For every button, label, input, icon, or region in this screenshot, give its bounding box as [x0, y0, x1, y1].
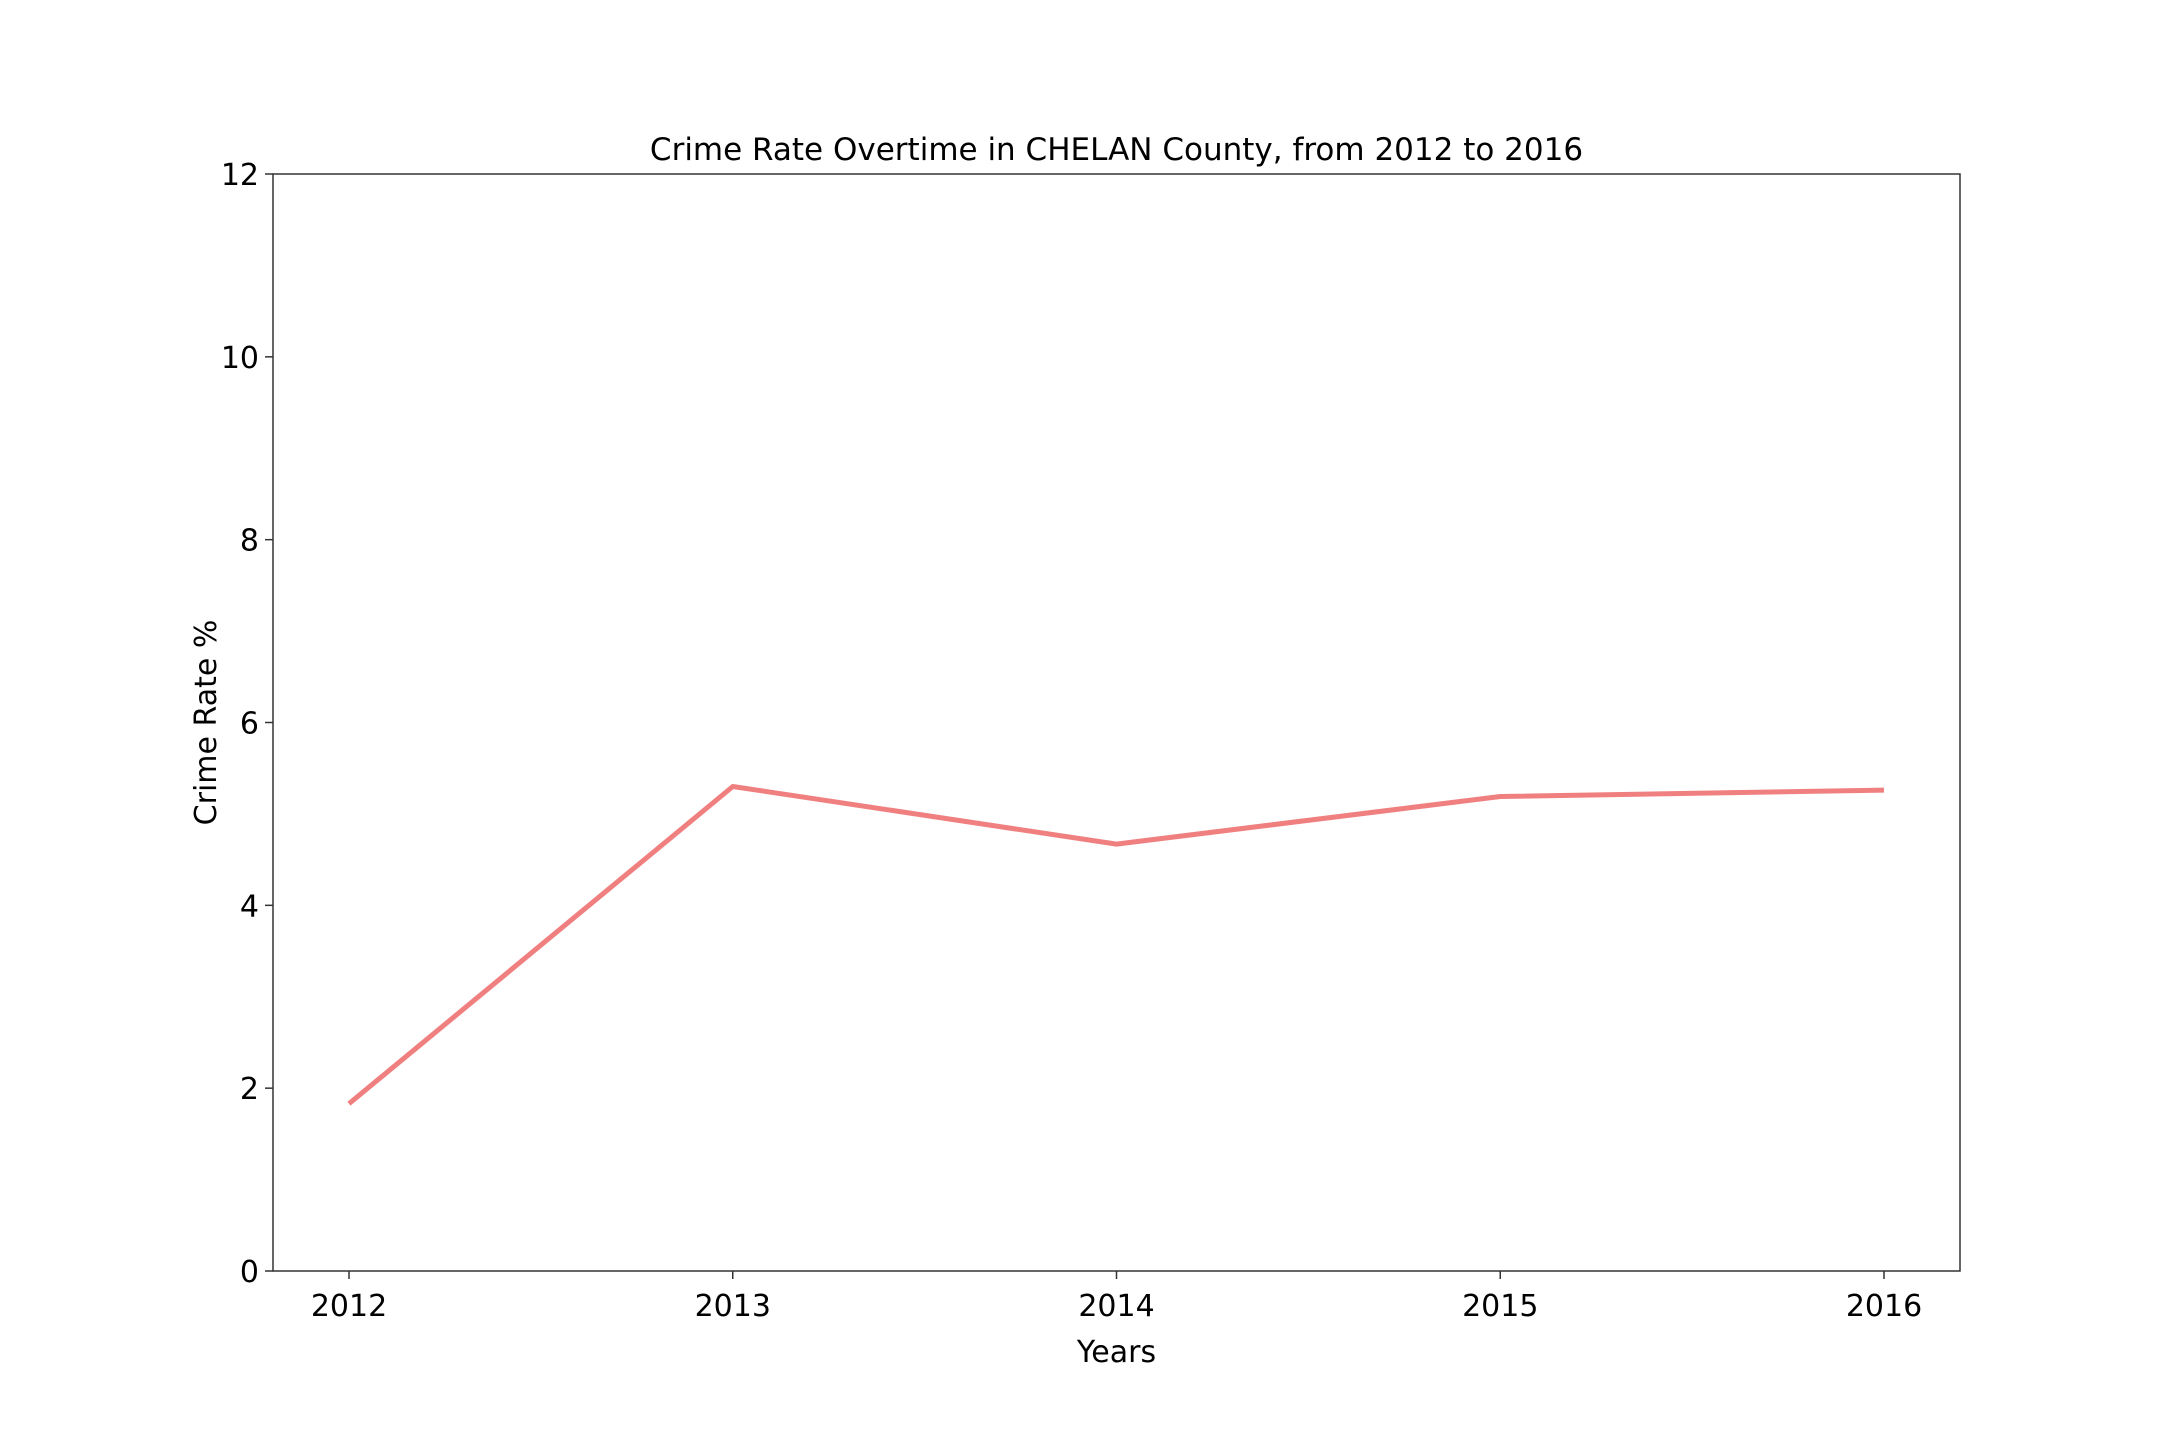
- x-tick-label-2016: 2016: [1846, 1289, 1922, 1324]
- y-tick-label-2: 2: [240, 1072, 259, 1107]
- x-tick-label-2013: 2013: [695, 1289, 771, 1324]
- series-line-0: [347, 784, 1885, 1106]
- axes-frame: [272, 173, 1961, 1272]
- y-tick-label-8: 8: [240, 524, 259, 559]
- y-tick-label-6: 6: [240, 707, 259, 742]
- x-axis-label: Years: [1076, 1335, 1156, 1370]
- plot-area: 0 2 4 6 8 10 12 2012 2013 2014 2015 2016: [221, 158, 1961, 1324]
- x-tick-label-2015: 2015: [1462, 1289, 1538, 1324]
- x-tick-label-2012: 2012: [311, 1289, 387, 1324]
- y-tick-label-12: 12: [221, 158, 259, 193]
- y-tick-label-4: 4: [240, 889, 259, 924]
- y-axis-label: Crime Rate %: [189, 620, 224, 826]
- y-tick-label-10: 10: [221, 341, 259, 376]
- y-tick-label-0: 0: [240, 1255, 259, 1290]
- x-tick-label-2014: 2014: [1078, 1289, 1154, 1324]
- chart-title: Crime Rate Overtime in CHELAN County, fr…: [650, 132, 1583, 168]
